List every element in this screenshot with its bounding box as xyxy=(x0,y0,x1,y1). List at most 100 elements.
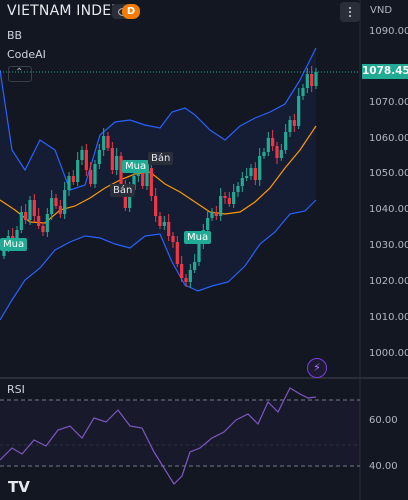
candle-body xyxy=(162,222,166,226)
buy-signal-label: Mua xyxy=(122,160,150,173)
candle-body xyxy=(258,156,262,180)
candle-body xyxy=(245,176,249,178)
candle-body xyxy=(292,120,296,126)
candle-body xyxy=(214,212,218,216)
candle-body xyxy=(175,242,179,264)
candle-body xyxy=(102,136,106,150)
price-axis-label: 1010.00 xyxy=(369,312,408,323)
price-axis-label: 1050.00 xyxy=(369,168,408,179)
candle-body xyxy=(84,150,88,170)
candle-body xyxy=(279,150,283,158)
daily-badge[interactable]: D xyxy=(122,4,140,19)
candle-body xyxy=(19,212,23,230)
candle-body xyxy=(24,212,28,220)
buy-signal-label: Mua xyxy=(0,238,28,251)
candle-body xyxy=(136,172,140,176)
sell-signal-label: Bán xyxy=(110,184,136,197)
lightning-icon[interactable]: ⚡ xyxy=(307,358,327,378)
candle-body xyxy=(149,168,153,196)
candle-body xyxy=(80,150,84,160)
candle-body xyxy=(58,206,62,214)
tradingview-logo-icon[interactable]: TV xyxy=(8,478,30,496)
candle-body xyxy=(106,136,110,148)
candle-body xyxy=(310,74,314,86)
candle-body xyxy=(2,248,6,256)
candle-body xyxy=(184,278,188,282)
codeai-indicator-label[interactable]: CodeAI xyxy=(7,48,46,61)
price-axis-label: 1000.00 xyxy=(369,348,408,359)
candle-body xyxy=(262,152,266,156)
candle-body xyxy=(206,218,210,230)
candle-body xyxy=(301,88,305,96)
bb-indicator-label[interactable]: BB xyxy=(7,29,23,42)
candle-body xyxy=(271,138,275,146)
candle-body xyxy=(223,196,227,198)
candle-body xyxy=(236,186,240,192)
price-axis-label: 1040.00 xyxy=(369,204,408,215)
candle-body xyxy=(93,164,97,184)
candle-body xyxy=(41,226,45,232)
candle-body xyxy=(232,192,236,204)
rsi-axis-label: 40.00 xyxy=(369,461,398,472)
candle-body xyxy=(76,160,80,182)
currency-label[interactable]: VND xyxy=(370,5,393,16)
candle-body xyxy=(110,148,114,170)
candle-body xyxy=(54,198,58,206)
candle-body xyxy=(210,212,214,218)
candle-body xyxy=(45,214,49,232)
rsi-indicator-label[interactable]: RSI xyxy=(7,383,25,396)
candle-body xyxy=(275,146,279,158)
candle-body xyxy=(128,190,132,208)
last-price-badge: 1078.45 xyxy=(362,64,408,79)
candle-body xyxy=(71,176,75,182)
candle-body xyxy=(50,198,54,214)
candle-body xyxy=(314,72,318,86)
candle-body xyxy=(253,168,257,180)
candle-body xyxy=(297,96,301,126)
candle-body xyxy=(119,156,123,186)
rsi-axis-label: 60.00 xyxy=(369,415,398,426)
candle-body xyxy=(32,200,36,216)
candle-body xyxy=(63,190,67,214)
candle-body xyxy=(67,176,71,190)
candle-body xyxy=(284,132,288,150)
candle-body xyxy=(193,262,197,270)
candle-body xyxy=(171,236,175,242)
chart-header: VIETNAM INDEX D VND xyxy=(0,0,408,24)
candle-body xyxy=(266,138,270,152)
price-axis-label: 1090.00 xyxy=(369,26,408,37)
buy-signal-label: Mua xyxy=(184,231,212,244)
price-axis-label: 1020.00 xyxy=(369,276,408,287)
collapse-indicators-button[interactable]: ⌃ xyxy=(8,66,32,82)
candle-body xyxy=(145,168,149,186)
candle-body xyxy=(305,74,309,88)
candle-body xyxy=(123,186,127,208)
candle-body xyxy=(28,200,32,220)
candle-body xyxy=(249,168,253,176)
candle-body xyxy=(188,270,192,282)
candle-body xyxy=(197,244,201,262)
chevron-up-icon: ⌃ xyxy=(15,67,24,78)
price-axis-label: 1070.00 xyxy=(369,97,408,108)
candle-body xyxy=(37,216,41,226)
candle-body xyxy=(158,216,162,226)
price-axis-label: 1030.00 xyxy=(369,240,408,251)
sell-signal-label: Bán xyxy=(148,152,174,165)
candle-body xyxy=(240,178,244,186)
candle-body xyxy=(227,198,231,204)
candle-body xyxy=(167,222,171,236)
more-vertical-icon[interactable] xyxy=(340,2,360,22)
candle-body xyxy=(154,196,158,216)
candle-body xyxy=(115,156,119,170)
candle-body xyxy=(141,172,145,186)
symbol-title[interactable]: VIETNAM INDEX xyxy=(7,3,122,19)
candle-body xyxy=(180,264,184,278)
candle-body xyxy=(288,120,292,132)
candle-body xyxy=(89,170,93,184)
price-axis-label: 1060.00 xyxy=(369,133,408,144)
candle-body xyxy=(97,150,101,164)
candle-body xyxy=(219,196,223,216)
candle-body xyxy=(15,230,19,242)
candle-body xyxy=(132,176,136,190)
